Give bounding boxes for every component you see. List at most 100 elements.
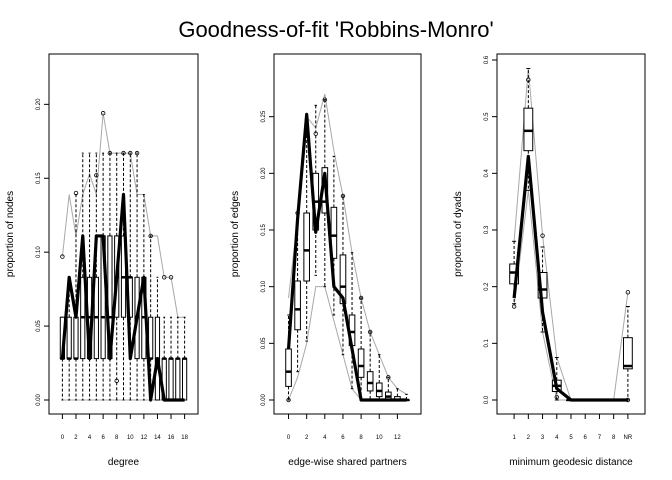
x-axis-label: edge-wise shared partners bbox=[288, 457, 406, 468]
outlier-point bbox=[107, 150, 113, 156]
y-tick-label: 0.20 bbox=[36, 98, 42, 110]
outlier-point bbox=[511, 304, 517, 309]
box bbox=[523, 107, 534, 152]
box bbox=[73, 316, 79, 360]
x-tick-label: 4 bbox=[88, 435, 92, 441]
boxplot bbox=[357, 297, 365, 401]
boxplot bbox=[127, 152, 133, 401]
boxplots bbox=[285, 99, 410, 402]
outlier-point bbox=[286, 397, 291, 403]
outlier-point bbox=[313, 131, 318, 136]
y-tick-label: 0.20 bbox=[261, 167, 267, 179]
y-tick-label: 0.2 bbox=[484, 282, 490, 291]
outlier-point bbox=[367, 329, 373, 335]
boxplot bbox=[182, 316, 188, 401]
x-tick-label: 4 bbox=[323, 435, 327, 441]
x-axis: 0 2 4 6 8 10 12 14 16 18 bbox=[61, 414, 189, 441]
x-tick-label: 5 bbox=[569, 435, 573, 441]
box bbox=[622, 337, 633, 370]
x-tick-label: 16 bbox=[168, 435, 175, 441]
outlier-point bbox=[554, 394, 559, 400]
x-tick-label: 18 bbox=[181, 435, 188, 441]
boxplot bbox=[120, 152, 127, 401]
outlier-point bbox=[134, 150, 140, 156]
box bbox=[294, 280, 301, 331]
boxplot bbox=[339, 195, 347, 356]
boxplot bbox=[385, 376, 392, 401]
observed-line bbox=[512, 154, 628, 402]
y-tick-label: 0.3 bbox=[484, 225, 490, 234]
chart-panel-1: 0.00 0.05 0.10 0.15 0.20 0 2 4 6 8 10 12 14 16 18 degre… bbox=[5, 53, 199, 468]
boxplot bbox=[134, 152, 140, 401]
outlier-point bbox=[625, 290, 631, 295]
outlier-point bbox=[322, 97, 328, 102]
y-tick-label: 0.15 bbox=[36, 172, 42, 184]
x-axis-label: minimum geodesic distance bbox=[509, 457, 633, 468]
box bbox=[303, 212, 310, 282]
y-tick-label: 0.00 bbox=[36, 394, 42, 406]
outlier-point bbox=[148, 233, 153, 239]
box bbox=[168, 358, 174, 401]
x-tick-label: 8 bbox=[115, 435, 119, 441]
boxplot bbox=[622, 306, 633, 401]
figure-title: Goodness-of-fit 'Robbins-Monro' bbox=[178, 17, 493, 42]
boxplots bbox=[509, 68, 633, 402]
x-axis: 1 2 3 4 5 6 7 8 NR bbox=[512, 414, 633, 441]
observed-line bbox=[286, 112, 407, 402]
outlier-point bbox=[94, 173, 99, 178]
x-tick-label: 1 bbox=[512, 435, 516, 441]
x-tick-label: 10 bbox=[376, 435, 383, 441]
x-tick-label: 4 bbox=[555, 435, 559, 441]
y-axis-label: proportion of dyads bbox=[453, 191, 464, 277]
y-tick-label: 0.5 bbox=[484, 112, 490, 121]
y-tick-label: 0.05 bbox=[36, 320, 42, 332]
y-axis-label: proportion of nodes bbox=[5, 191, 16, 277]
y-tick-label: 0.0 bbox=[484, 395, 490, 404]
y-tick-label: 0.6 bbox=[484, 55, 490, 64]
outliers bbox=[511, 77, 631, 403]
boxplot bbox=[366, 331, 374, 401]
x-tick-label: 6 bbox=[101, 435, 105, 441]
x-tick-label: 12 bbox=[394, 435, 401, 441]
x-tick-label: 8 bbox=[359, 435, 363, 441]
y-axis: 0.00 0.05 0.10 0.15 0.20 bbox=[36, 98, 49, 406]
y-tick-label: 0.25 bbox=[261, 110, 267, 122]
box bbox=[285, 348, 292, 387]
y-axis: 0.00 0.05 0.10 0.15 0.20 0.25 bbox=[261, 110, 274, 406]
boxplot bbox=[154, 276, 161, 401]
boxplot bbox=[175, 316, 181, 401]
outliers bbox=[286, 97, 391, 403]
x-tick-label: 2 bbox=[305, 435, 309, 441]
outlier-point bbox=[162, 275, 167, 280]
x-tick-label: 2 bbox=[74, 435, 78, 441]
box bbox=[357, 348, 365, 378]
boxplot bbox=[107, 152, 113, 401]
x-axis-label: degree bbox=[108, 457, 140, 468]
plot-frame bbox=[48, 53, 199, 415]
y-tick-label: 0.05 bbox=[261, 337, 267, 349]
boxplot bbox=[86, 152, 93, 401]
outliers bbox=[60, 111, 174, 383]
y-tick-label: 0.1 bbox=[484, 339, 490, 348]
y-tick-label: 0.10 bbox=[261, 280, 267, 292]
outlier-point bbox=[128, 150, 133, 156]
box bbox=[182, 358, 188, 401]
box bbox=[66, 316, 72, 360]
x-tick-label: 10 bbox=[127, 435, 134, 441]
x-tick-label: 6 bbox=[584, 435, 588, 441]
x-tick-label: 7 bbox=[598, 435, 602, 441]
y-tick-label: 0.00 bbox=[261, 394, 267, 406]
x-tick-label: 2 bbox=[527, 435, 531, 441]
outlier-point bbox=[358, 295, 364, 301]
x-tick-label: 14 bbox=[154, 435, 161, 441]
boxplots bbox=[59, 152, 188, 401]
outlier-point bbox=[114, 378, 119, 383]
y-axis: 0.0 0.1 0.2 0.3 0.4 0.5 0.6 bbox=[484, 55, 497, 404]
outlier-point bbox=[121, 150, 126, 156]
panels: 0.000.050.100.150.200 2 4 6 8 10 12 14 16 18degre… bbox=[5, 53, 646, 468]
y-axis-label: proportion of edges bbox=[230, 191, 241, 277]
x-tick-label: 6 bbox=[341, 435, 345, 441]
plot-frame bbox=[273, 53, 422, 415]
x-tick-label: 0 bbox=[287, 435, 291, 441]
x-tick-label: 8 bbox=[612, 435, 616, 441]
